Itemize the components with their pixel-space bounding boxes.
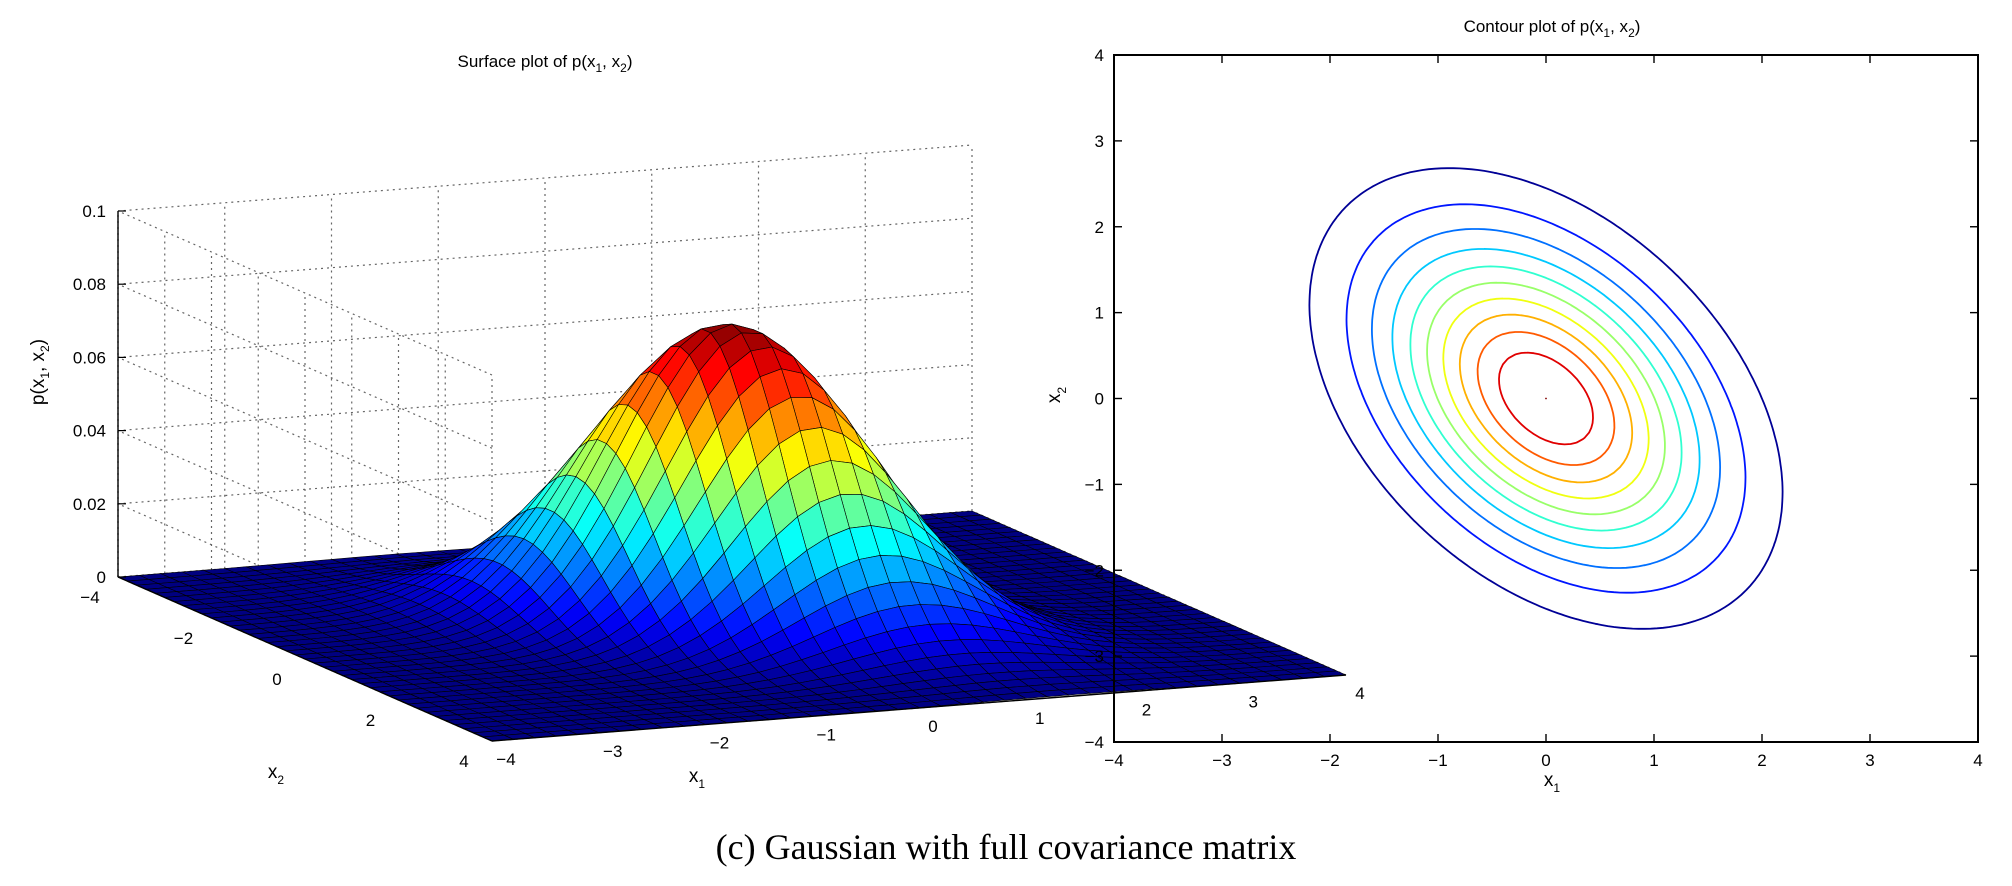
figure-caption: (c) Gaussian with full covariance matrix	[715, 827, 1297, 867]
x1-tick-label: 3	[1249, 692, 1258, 711]
y-tick-label: −1	[1085, 475, 1104, 494]
y-tick-label: −3	[1085, 647, 1104, 666]
surface-tick-labels: 0 0.02 0.04 0.06 0.08 0.1 −4 −2 0 2 4 −4 −3 −2 −1 0 1 2 3 4	[73, 202, 1365, 771]
x2-tick-label: 0	[272, 670, 281, 689]
z-tick-label: 0.1	[82, 202, 106, 221]
surface-z-label: p(x1, x2)	[28, 339, 52, 405]
x-tick-label: 3	[1865, 751, 1874, 770]
x-tick-label: 2	[1757, 751, 1766, 770]
surface-x1-label: x1	[689, 766, 706, 791]
contour-line	[1308, 167, 1784, 630]
x2-tick-label: 2	[366, 711, 375, 730]
contour-plot: Contour plot of p(x1, x2) −4 −3 −2 −1 0 1 2 3 4−…	[1044, 17, 1983, 795]
x-tick-label: −1	[1428, 751, 1447, 770]
x1-axis-line	[491, 674, 1347, 742]
contour-line	[1391, 248, 1701, 549]
x1-tick-label: 4	[1355, 684, 1364, 703]
y-tick-label: −4	[1085, 733, 1104, 752]
x2-tick-label: −2	[174, 629, 193, 648]
x1-tick-label: −1	[817, 725, 836, 744]
x1-tick-label: 1	[1035, 709, 1044, 728]
surface-mesh	[117, 323, 1347, 742]
x1-tick-label: −3	[603, 742, 622, 761]
y-tick-label: 1	[1095, 304, 1104, 323]
contour-line	[1345, 203, 1747, 594]
z-tick-label: 0.04	[73, 422, 106, 441]
contour-line	[1476, 331, 1616, 466]
x-tick-label: 1	[1649, 751, 1658, 770]
figure-canvas: Surface plot of p(x1, x2) p(x1, x2) x2 x…	[28, 17, 1983, 795]
x-tick-label: −4	[1104, 751, 1123, 770]
x-tick-label: −3	[1212, 751, 1231, 770]
x-tick-label: 4	[1973, 751, 1982, 770]
contour-x2-label: x2	[1044, 387, 1069, 404]
y-tick-label: 3	[1095, 132, 1104, 151]
z-tick-label: 0	[97, 568, 106, 587]
contour-line	[1458, 313, 1634, 484]
x1-tick-label: 2	[1142, 701, 1151, 720]
x1-tick-label: 0	[928, 717, 937, 736]
x-tick-label: −2	[1320, 751, 1339, 770]
y-tick-label: 0	[1095, 390, 1104, 409]
contour-line	[1409, 265, 1683, 532]
surface-title: Surface plot of p(x1, x2)	[458, 52, 633, 75]
x2-tick-label: 4	[459, 752, 468, 771]
y-tick-label: 4	[1095, 46, 1104, 65]
x-tick-label: 0	[1541, 751, 1550, 770]
y-tick-label: −2	[1085, 561, 1104, 580]
surface-plot: Surface plot of p(x1, x2) p(x1, x2) x2 x…	[28, 52, 1365, 791]
x1-tick-label: −4	[496, 750, 515, 769]
surface-axes	[117, 210, 1347, 742]
contour-line	[1442, 297, 1650, 500]
z-tick-label: 0.08	[73, 275, 106, 294]
contour-x1-label: x1	[1544, 770, 1561, 795]
contour-line	[1426, 281, 1666, 516]
x2-axis-line	[117, 576, 493, 742]
contour-line	[1498, 351, 1594, 446]
contour-line	[1371, 228, 1721, 569]
contour-title: Contour plot of p(x1, x2)	[1464, 17, 1641, 40]
x2-tick-label: −4	[80, 588, 99, 607]
y-tick-label: 2	[1095, 218, 1104, 237]
x1-tick-label: −2	[710, 734, 729, 753]
contour-ticks: −4 −3 −2 −1 0 1 2 3 4 −4 −3 −2 −1 0 1 2 3 4	[1085, 46, 1983, 770]
z-tick-label: 0.06	[73, 348, 106, 367]
surface-x2-label: x2	[268, 762, 285, 787]
contour-lines	[1308, 167, 1784, 630]
z-tick-label: 0.02	[73, 495, 106, 514]
